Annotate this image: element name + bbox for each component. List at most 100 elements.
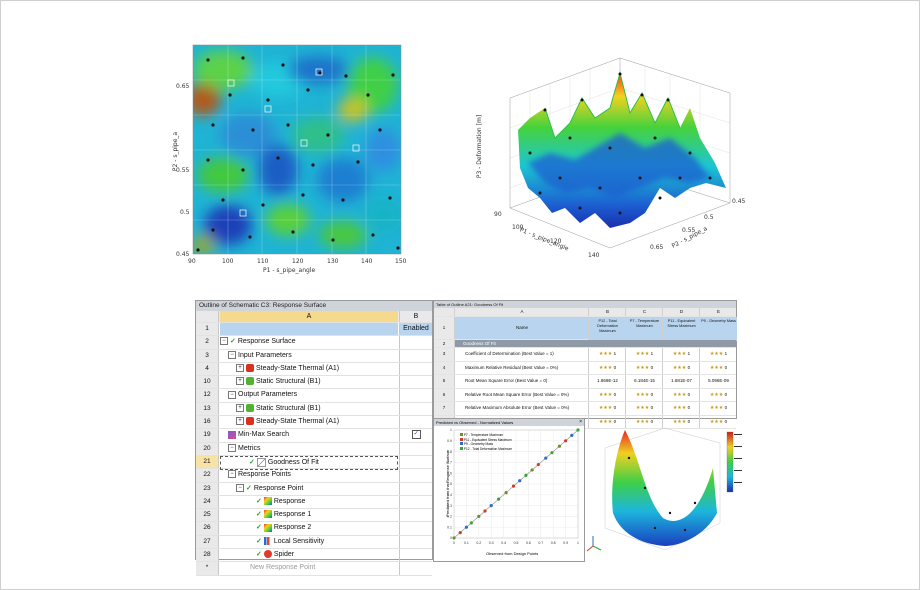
metric-value: 0 xyxy=(724,364,728,370)
data-point xyxy=(518,479,522,483)
check-icon: ✓ xyxy=(256,511,262,519)
outline-row[interactable]: 10 + Static Structural (B1) xyxy=(196,376,432,390)
view-triad-icon[interactable] xyxy=(586,536,602,552)
goodness-header: P7 - Temperature Maximum xyxy=(625,317,663,341)
x-tick-label: 0.1 xyxy=(464,541,469,545)
data-point xyxy=(511,484,516,488)
legend-label: P9 - Geometry Mass xyxy=(463,442,494,446)
row-number: 20 xyxy=(196,442,219,455)
row-number: 7 xyxy=(434,402,454,415)
outline-row[interactable]: 24 ✓ Response xyxy=(196,495,432,510)
outline-row[interactable]: 12 − Output Parameters xyxy=(196,389,432,403)
col-letter[interactable]: D xyxy=(662,308,700,316)
outline-row-selected[interactable]: 21 ✓ Goodness Of Fit xyxy=(196,455,432,471)
col-letter[interactable]: C xyxy=(625,308,663,316)
row-number: 10 xyxy=(196,376,219,389)
expand-toggle[interactable]: + xyxy=(236,403,244,412)
y-tick-label: 0.4 xyxy=(447,493,452,497)
outline-row[interactable]: 13 + Static Structural (B1) xyxy=(196,402,432,417)
data-point xyxy=(477,514,481,518)
predicted-xlabel: Observed from Design Points xyxy=(486,551,539,556)
col-letter[interactable]: E xyxy=(699,308,737,316)
x-tick-label: 0.6 xyxy=(526,541,531,545)
surface-ytick: 0.5 xyxy=(704,214,714,221)
goodness-row[interactable]: 5 Root Mean Square Error (Best Value = 0… xyxy=(434,375,736,389)
thermal-icon xyxy=(246,364,254,373)
close-icon[interactable]: × xyxy=(579,419,582,425)
collapse-toggle[interactable]: − xyxy=(220,337,228,346)
col-letter[interactable]: B xyxy=(588,308,626,316)
metric-value: 1.869E-12 xyxy=(588,375,626,388)
heatmap-xtick: 140 xyxy=(361,258,373,265)
collapse-toggle[interactable]: − xyxy=(228,443,236,452)
rating-stars-icon: ★★★ xyxy=(672,418,688,425)
goodness-of-fit-table: Table of Outline A21: Goodness Of Fit A … xyxy=(433,300,737,429)
metric-value: 0 xyxy=(650,405,654,410)
surface-ytick: 0.65 xyxy=(650,244,664,251)
outline-row[interactable]: 22 − Response Points xyxy=(196,469,432,483)
check-icon: ✓ xyxy=(246,484,252,492)
row-number: 1 xyxy=(196,323,219,336)
outline-row[interactable]: 3 − Input Parameters xyxy=(196,349,432,363)
expand-toggle[interactable]: + xyxy=(236,364,244,373)
data-point xyxy=(504,491,508,495)
y-tick-label: 0 xyxy=(450,536,452,540)
outline-col-a-header[interactable]: A xyxy=(220,311,398,322)
goodness-section-row[interactable]: 2 Goodness Of Fit xyxy=(434,340,736,348)
new-response-point[interactable]: New Response Point xyxy=(250,564,316,572)
outline-row[interactable]: 20 − Metrics xyxy=(196,442,432,456)
spider-chart-icon xyxy=(263,550,272,559)
check-icon: ✓ xyxy=(230,338,236,346)
rating-stars-icon: ★★★ xyxy=(635,364,651,371)
outline-row[interactable]: 25 ✓ Response 1 xyxy=(196,509,432,523)
data-point xyxy=(557,444,561,448)
metric-name: Coefficient of Determination (Best Value… xyxy=(454,348,599,361)
col-letter[interactable]: A xyxy=(454,308,589,316)
outline-row[interactable]: 26 ✓ Response 2 xyxy=(196,522,432,536)
goodness-row[interactable]: 3 Coefficient of Determination (Best Val… xyxy=(434,348,736,362)
row-number: 23 xyxy=(196,482,219,495)
row-number: 13 xyxy=(196,402,219,416)
legend-label: P12 - Total Deformation Maximum xyxy=(463,446,513,451)
rating-stars-icon: ★★★ xyxy=(635,391,651,398)
response-chart-icon xyxy=(263,523,272,532)
collapse-toggle[interactable]: − xyxy=(228,390,236,399)
surface-zlabel: P3 - Deformation [m] xyxy=(476,114,484,179)
check-icon: ✓ xyxy=(256,551,262,559)
predicted-ylabel: Predicted from the Response Surface xyxy=(444,450,450,517)
expand-toggle[interactable]: + xyxy=(236,377,244,386)
check-icon: ✓ xyxy=(256,497,262,505)
outline-row[interactable]: 19 Min-Max Search ✓ xyxy=(196,429,432,443)
outline-col-b-header[interactable]: B xyxy=(399,311,432,322)
outline-row[interactable]: 4 + Steady-State Thermal (A1) xyxy=(196,362,432,377)
y-tick-label: 0.8 xyxy=(447,450,452,454)
collapse-toggle[interactable]: − xyxy=(228,470,236,479)
metric-value: 0 xyxy=(650,364,654,370)
goodness-row[interactable]: 7 Relative Maximum Absolute Error (Best … xyxy=(434,402,736,416)
collapse-toggle[interactable]: − xyxy=(228,350,236,359)
enabled-checkbox[interactable]: ✓ xyxy=(411,430,421,440)
outline-row[interactable]: 16 + Steady-State Thermal (A1) xyxy=(196,416,432,430)
goodness-row[interactable]: 4 Maximum Relative Residual (Best Value … xyxy=(434,361,736,375)
outline-row-new[interactable]: * New Response Point xyxy=(196,562,432,576)
outline-row[interactable]: 28 ✓ Spider xyxy=(196,549,432,563)
outline-row-label: Input Parameters xyxy=(238,351,292,359)
outline-row[interactable]: 27 ✓ Local Sensitivity xyxy=(196,535,432,550)
metric-value: 6.184E-15 xyxy=(625,375,663,388)
x-tick-label: 0.3 xyxy=(489,541,494,545)
predicted-vs-observed-chart: Predicted vs Observed - Normalized Value… xyxy=(433,418,585,562)
collapse-toggle[interactable]: − xyxy=(236,483,244,492)
y-tick-label: 0.7 xyxy=(447,461,452,465)
outline-row[interactable]: 23 − ✓ Response Point xyxy=(196,482,432,496)
outline-row[interactable]: 2 − ✓ Response Surface xyxy=(196,336,432,350)
row-number: 3 xyxy=(434,348,454,361)
expand-toggle[interactable]: + xyxy=(236,417,244,426)
row-number: 6 xyxy=(434,388,454,401)
rating-stars-icon: ★★★ xyxy=(598,418,614,425)
outline-row-label: Response 1 xyxy=(273,511,312,519)
row-number: 4 xyxy=(434,361,454,374)
goodness-row[interactable]: 6 Relative Root Mean Square Error (Best … xyxy=(434,388,736,402)
rating-stars-icon: ★★★ xyxy=(598,405,614,411)
row-number: 19 xyxy=(196,429,219,442)
metric-value: 0 xyxy=(687,391,691,397)
